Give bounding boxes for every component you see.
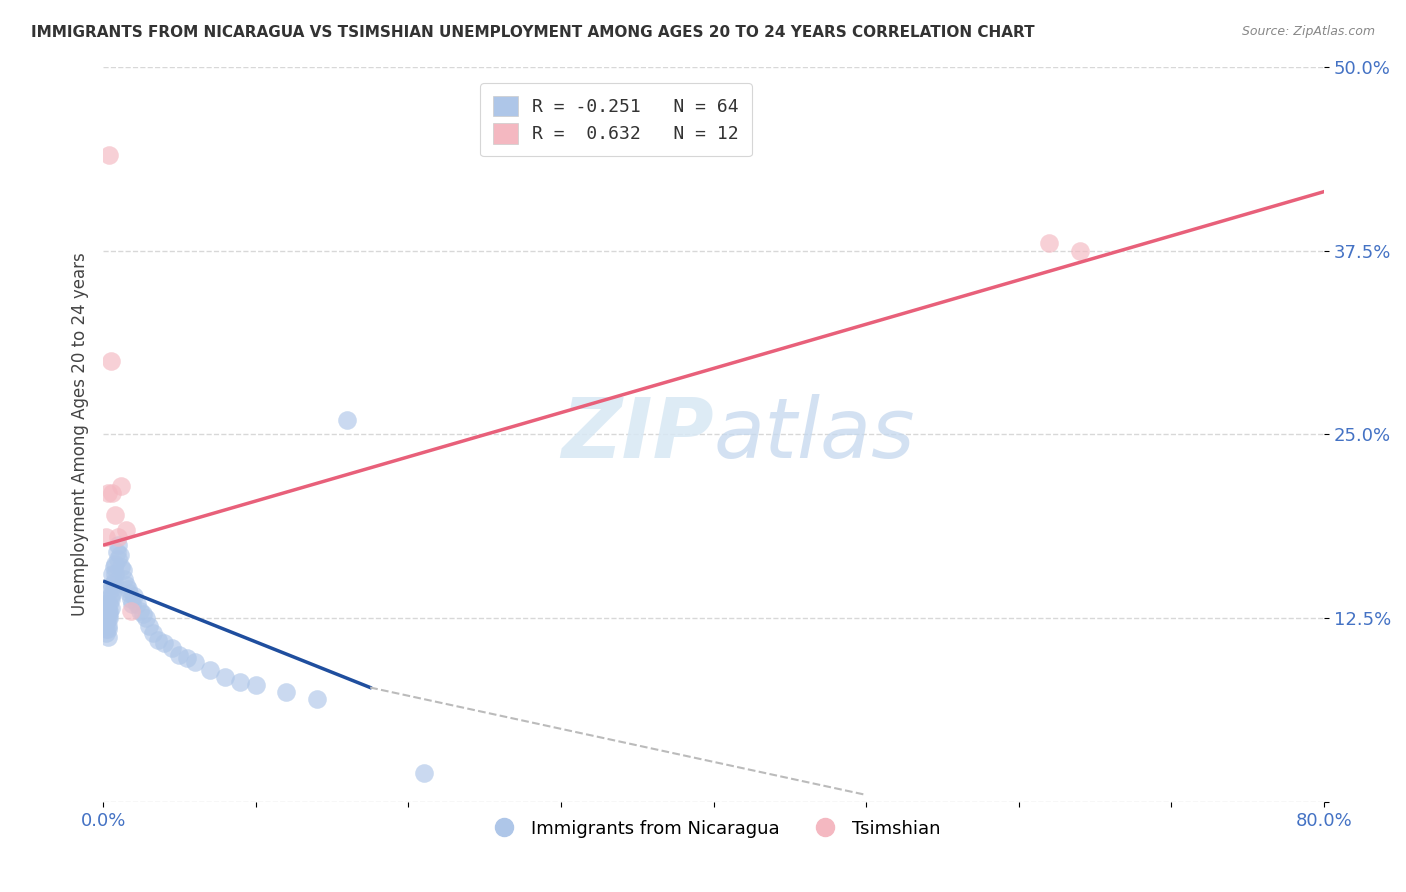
Point [97,604,120,618]
Point [176,651,198,665]
Point [245,677,267,691]
Point [153,636,176,650]
Point [97,486,120,500]
Point [107,530,129,544]
Point [98,604,121,618]
Point [93,604,115,618]
Point [104,557,127,571]
Point [105,545,128,559]
Point [412,765,434,780]
Point [1069,244,1091,258]
Point [96,626,118,640]
Point [110,479,132,493]
Point [117,582,139,596]
Y-axis label: Unemployment Among Ages 20 to 24 years: Unemployment Among Ages 20 to 24 years [72,252,89,616]
Point [146,633,169,648]
Point [97,611,120,625]
Text: Source: ZipAtlas.com: Source: ZipAtlas.com [1241,25,1375,38]
Point [97,618,120,632]
Point [121,597,143,611]
Point [101,577,124,591]
Point [96,607,118,621]
Point [93,611,115,625]
Point [115,577,138,591]
Point [100,592,122,607]
Point [108,548,131,562]
Point [98,148,121,162]
Point [125,597,148,611]
Point [97,631,120,645]
Point [132,607,155,621]
Point [198,663,221,677]
Point [305,692,328,706]
Point [103,559,125,574]
Point [114,572,136,586]
Point [128,604,150,618]
Point [96,622,118,636]
Point [135,611,157,625]
Text: atlas: atlas [713,394,915,475]
Point [1038,236,1060,251]
Point [107,552,129,566]
Point [101,586,124,600]
Point [115,523,138,537]
Point [93,601,115,615]
Point [118,586,141,600]
Point [93,597,115,611]
Point [96,530,118,544]
Point [96,604,118,618]
Point [160,640,183,655]
Point [100,354,122,368]
Legend: Immigrants from Nicaragua, Tsimshian: Immigrants from Nicaragua, Tsimshian [479,813,948,845]
Point [98,597,121,611]
Point [169,648,191,662]
Point [110,559,132,574]
Point [104,567,127,582]
Text: ZIP: ZIP [561,394,713,475]
Point [101,486,124,500]
Text: IMMIGRANTS FROM NICARAGUA VS TSIMSHIAN UNEMPLOYMENT AMONG AGES 20 TO 24 YEARS CO: IMMIGRANTS FROM NICARAGUA VS TSIMSHIAN U… [31,25,1035,40]
Point [336,413,359,427]
Point [101,567,124,582]
Point [142,626,165,640]
Point [100,589,122,603]
Point [214,670,236,684]
Point [122,589,145,603]
Point [98,611,121,625]
Point [100,601,122,615]
Point [120,592,142,607]
Point [111,563,134,577]
Point [97,622,120,636]
Point [93,607,115,621]
Point [100,582,122,596]
Point [98,607,121,621]
Point [96,615,118,630]
Point [96,611,118,625]
Point [183,656,205,670]
Point [229,674,252,689]
Point [103,574,125,589]
Point [276,685,298,699]
Point [138,618,160,632]
Point [120,604,142,618]
Point [104,508,127,523]
Point [107,538,129,552]
